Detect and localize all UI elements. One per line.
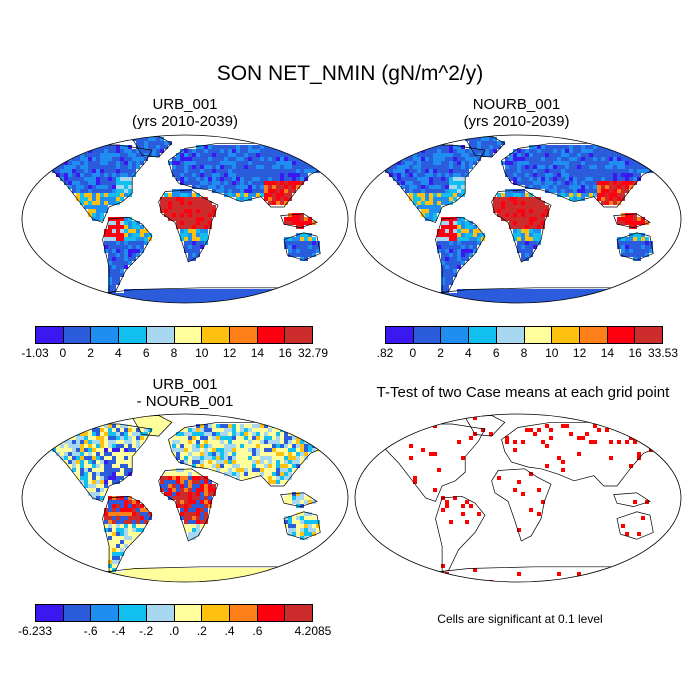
colorbar-label: 8 [170, 346, 178, 360]
colorbar-labels: -6.233 -.6 -.4 -.2 .0 .2 .4 .6 4.2085 [18, 622, 331, 638]
colorbar-swatch [635, 327, 663, 343]
panel-title-ttest: T-Test of two Case means at each grid po… [376, 384, 670, 401]
colorbar-label: 8 [520, 346, 528, 360]
colorbar-label: 33.53 [647, 346, 679, 360]
colorbar-label: -6.233 [17, 624, 53, 638]
colorbar-swatch [229, 605, 258, 621]
colorbar-swatch [441, 327, 470, 343]
colorbar-swatch [524, 327, 553, 343]
colorbar-swatch [413, 327, 442, 343]
map-ttest [354, 413, 682, 583]
colorbar-label: 12 [222, 346, 237, 360]
colorbar-label: .4 [224, 624, 235, 638]
colorbar-boxes [385, 326, 663, 344]
colorbar-label: .6 [252, 624, 263, 638]
colorbar-label: 14 [600, 346, 615, 360]
colorbar-swatch [119, 605, 147, 621]
panel-title-nourb: NOURB_001 (yrs 2010-2039) [463, 96, 570, 130]
colorbar-swatch [146, 327, 175, 343]
colorbar-label: .0 [168, 624, 180, 638]
colorbar-boxes [35, 326, 313, 344]
panel-title-urb: URB_001 (yrs 2010-2039) [132, 96, 238, 130]
colorbar-label: 10 [545, 346, 559, 360]
colorbar-label: 10 [195, 346, 209, 360]
map-nourb [354, 134, 682, 304]
colorbar-label: 6 [142, 346, 150, 360]
colorbar-label: -1.03 [21, 346, 49, 360]
colorbar-swatch [63, 327, 92, 343]
colorbar-label: 4 [115, 346, 122, 360]
colorbar-label: 0 [59, 346, 67, 360]
colorbar-label: .2 [196, 624, 207, 638]
figure-title: SON NET_NMIN (gN/m^2/y) [216, 62, 484, 85]
colorbar-swatch [36, 605, 64, 621]
colorbar-swatch [607, 327, 636, 343]
colorbar-swatch [119, 327, 147, 343]
colorbar-label: 4 [465, 346, 472, 360]
colorbar-labels: .82 0 2 4 6 8 10 12 14 16 33.53 [377, 344, 678, 360]
colorbar-swatch [229, 327, 258, 343]
colorbar-label: 12 [572, 346, 587, 360]
colorbar-label: 4.2085 [294, 624, 332, 638]
colorbar-swatch [552, 327, 580, 343]
colorbar-swatch [257, 605, 286, 621]
colorbar-swatch [202, 327, 230, 343]
colorbar-label: 6 [492, 346, 500, 360]
colorbar-swatch [91, 605, 120, 621]
colorbar-urb: -1.03 0 2 4 6 8 10 12 14 16 32.79 [21, 326, 328, 360]
colorbar-swatch [174, 327, 203, 343]
colorbar-swatch [496, 327, 525, 343]
colorbar-swatch [91, 327, 120, 343]
colorbar-swatch [63, 605, 92, 621]
colorbar-label: -.4 [111, 624, 126, 638]
colorbar-swatch [257, 327, 286, 343]
colorbar-label: 14 [250, 346, 265, 360]
colorbar-label: 2 [437, 346, 444, 360]
map-diff [21, 413, 349, 583]
colorbar-label: .82 [376, 346, 394, 360]
colorbar-swatch [469, 327, 497, 343]
colorbar-label: 16 [628, 346, 642, 360]
colorbar-swatch [579, 327, 608, 343]
colorbar-swatch [36, 327, 64, 343]
colorbar-label: 2 [87, 346, 94, 360]
colorbar-swatch [146, 605, 175, 621]
colorbar-label: 0 [409, 346, 417, 360]
map-urb [21, 134, 349, 304]
colorbar-swatch [174, 605, 203, 621]
colorbar-swatch [386, 327, 414, 343]
colorbar-swatch [285, 327, 313, 343]
colorbar-nourb: .82 0 2 4 6 8 10 12 14 16 33.53 [377, 326, 678, 360]
colorbar-diff: -6.233 -.6 -.4 -.2 .0 .2 .4 .6 4.2085 [18, 604, 331, 638]
colorbar-label: -.2 [139, 624, 154, 638]
colorbar-swatch [285, 605, 313, 621]
colorbar-labels: -1.03 0 2 4 6 8 10 12 14 16 32.79 [21, 344, 328, 360]
colorbar-label: 16 [278, 346, 292, 360]
colorbar-swatch [202, 605, 230, 621]
panel-title-diff: URB_001 - NOURB_001 [136, 376, 234, 410]
colorbar-boxes [35, 604, 313, 622]
significance-note: Cells are significant at 0.1 level [437, 612, 603, 626]
colorbar-label: -.6 [83, 624, 98, 638]
colorbar-label: 32.79 [297, 346, 329, 360]
